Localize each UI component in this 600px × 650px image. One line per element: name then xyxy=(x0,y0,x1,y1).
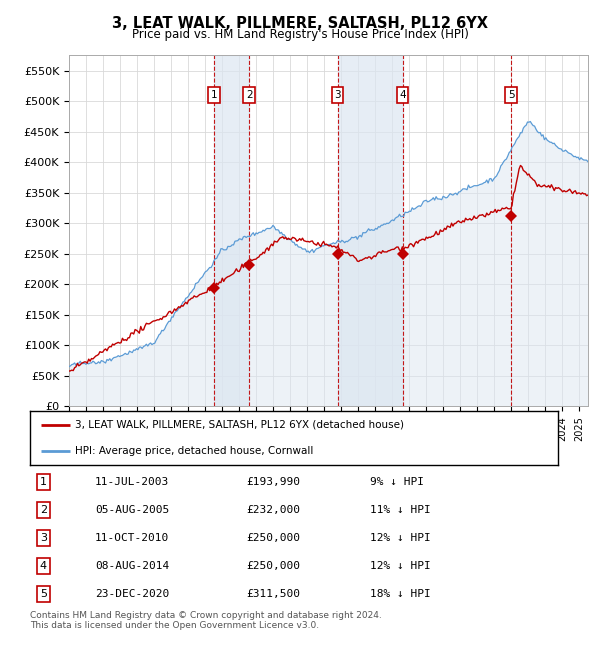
Text: 05-AUG-2005: 05-AUG-2005 xyxy=(95,505,169,515)
Text: 2: 2 xyxy=(40,505,47,515)
Text: 23-DEC-2020: 23-DEC-2020 xyxy=(95,589,169,599)
Text: 9% ↓ HPI: 9% ↓ HPI xyxy=(370,477,424,487)
Text: 18% ↓ HPI: 18% ↓ HPI xyxy=(370,589,431,599)
Text: 12% ↓ HPI: 12% ↓ HPI xyxy=(370,561,431,571)
Text: £232,000: £232,000 xyxy=(246,505,300,515)
Text: 4: 4 xyxy=(399,90,406,100)
Text: 3, LEAT WALK, PILLMERE, SALTASH, PL12 6YX (detached house): 3, LEAT WALK, PILLMERE, SALTASH, PL12 6Y… xyxy=(75,420,404,430)
Text: 5: 5 xyxy=(508,90,514,100)
Text: 2: 2 xyxy=(246,90,253,100)
Text: £250,000: £250,000 xyxy=(246,533,300,543)
Text: 3: 3 xyxy=(334,90,341,100)
Text: £193,990: £193,990 xyxy=(246,477,300,487)
Text: 3, LEAT WALK, PILLMERE, SALTASH, PL12 6YX: 3, LEAT WALK, PILLMERE, SALTASH, PL12 6Y… xyxy=(112,16,488,31)
Text: 3: 3 xyxy=(40,533,47,543)
Text: 4: 4 xyxy=(40,561,47,571)
Text: 5: 5 xyxy=(40,589,47,599)
Text: £311,500: £311,500 xyxy=(246,589,300,599)
Text: 12% ↓ HPI: 12% ↓ HPI xyxy=(370,533,431,543)
Text: Price paid vs. HM Land Registry's House Price Index (HPI): Price paid vs. HM Land Registry's House … xyxy=(131,28,469,41)
Text: HPI: Average price, detached house, Cornwall: HPI: Average price, detached house, Corn… xyxy=(75,447,313,456)
Bar xyxy=(338,55,403,406)
Text: 08-AUG-2014: 08-AUG-2014 xyxy=(95,561,169,571)
Text: 11-JUL-2003: 11-JUL-2003 xyxy=(95,477,169,487)
Text: Contains HM Land Registry data © Crown copyright and database right 2024.
This d: Contains HM Land Registry data © Crown c… xyxy=(30,611,382,630)
Text: 1: 1 xyxy=(40,477,47,487)
Bar xyxy=(214,55,249,406)
Text: 11-OCT-2010: 11-OCT-2010 xyxy=(95,533,169,543)
Text: £250,000: £250,000 xyxy=(246,561,300,571)
Text: 1: 1 xyxy=(211,90,217,100)
Text: 11% ↓ HPI: 11% ↓ HPI xyxy=(370,505,431,515)
